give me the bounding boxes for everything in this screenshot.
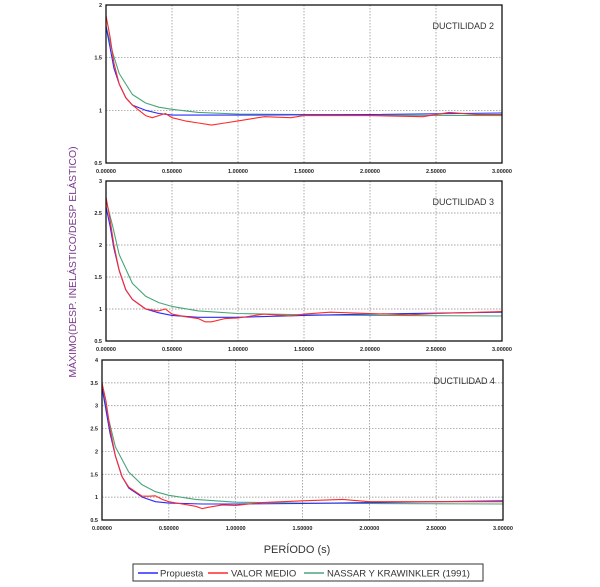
series-line-propuesta: [101, 387, 504, 505]
y-tick-label: 2: [95, 449, 98, 455]
y-tick-label: 1: [95, 495, 98, 501]
x-tick-label: 1.00000: [226, 526, 246, 532]
y-tick-label: 1.5: [94, 275, 102, 281]
y-tick-label: 1: [99, 307, 102, 313]
panel-title: DUCTILIDAD 4: [433, 376, 495, 386]
y-axis-label: MÁXIMO(DESP. INELÁSTICO/DESP ELÁSTICO): [66, 146, 79, 377]
panel-2: 0.00000 0.50000 1.00000 1.50000 2.00000 2.500…: [94, 179, 512, 353]
panel-1: 0.00000 0.50000 1.00000 1.50000 2.00000 2.500…: [94, 3, 512, 175]
x-tick-label: 2.50000: [426, 169, 446, 175]
x-tick-label: 3.00000: [492, 169, 512, 175]
x-tick-label: 2.50000: [426, 347, 446, 353]
y-tick-label: 3: [95, 404, 98, 410]
x-tick-label: 2.00000: [360, 169, 380, 175]
series-line-valor-medio: [105, 15, 502, 126]
x-tick-label: 1.50000: [294, 169, 314, 175]
legend-label-valor-medio: VALOR MEDIO: [231, 569, 296, 580]
y-tick-label: 2: [99, 243, 102, 249]
x-tick-label: 2.00000: [359, 526, 379, 532]
y-tick-label: 4: [95, 358, 99, 364]
x-tick-label: 0.00000: [92, 526, 112, 532]
plot-frame: [105, 4, 503, 164]
y-tick-label: 2: [99, 3, 102, 9]
x-tick-label: 0.50000: [162, 347, 182, 353]
y-tick-label: 3.5: [90, 381, 98, 387]
x-tick-label: 0.50000: [162, 169, 182, 175]
x-tick-label: 1.50000: [294, 347, 314, 353]
y-tick-label: 3: [99, 179, 102, 185]
y-tick-label: 1.5: [90, 472, 98, 478]
y-tick-label: 2.5: [90, 427, 98, 433]
y-tick-label: 0.5: [94, 161, 102, 167]
x-tick-label: 3.00000: [493, 526, 513, 532]
plot-frame: [101, 359, 504, 521]
series-line-valor-medio: [101, 382, 503, 510]
y-tick-label: 0.5: [90, 518, 98, 524]
panel-3: 0.00000 0.50000 1.00000 1.50000 2.00000 2.500…: [90, 358, 513, 532]
legend-label-propuesta: Propuesta: [160, 569, 204, 580]
y-tick-label: 1.5: [94, 56, 102, 62]
x-tick-label: 2.50000: [426, 526, 446, 532]
legend-label-nassar: NASSAR Y KRAWINKLER (1991): [327, 569, 470, 580]
plot-frame: [105, 180, 503, 342]
x-tick-label: 1.50000: [293, 526, 313, 532]
x-axis-label: PERÍODO (s): [264, 543, 331, 556]
x-tick-label: 3.00000: [492, 347, 512, 353]
x-tick-label: 0.00000: [96, 169, 116, 175]
series-line-valor-medio: [105, 196, 503, 323]
x-tick-label: 1.00000: [228, 169, 248, 175]
panel-title: DUCTILIDAD 3: [432, 197, 494, 207]
y-tick-label: 2.5: [94, 211, 102, 217]
y-tick-label: 0.5: [94, 339, 102, 345]
x-tick-label: 2.00000: [360, 347, 380, 353]
y-tick-label: 1: [99, 108, 102, 114]
panel-title: DUCTILIDAD 2: [432, 21, 494, 31]
series-line-propuesta: [105, 25, 503, 116]
x-tick-label: 0.00000: [96, 347, 116, 353]
x-tick-label: 1.00000: [228, 347, 248, 353]
x-tick-label: 0.50000: [159, 526, 179, 532]
legend: Propuesta VALOR MEDIO NASSAR Y KRAWINKLE…: [132, 563, 484, 582]
